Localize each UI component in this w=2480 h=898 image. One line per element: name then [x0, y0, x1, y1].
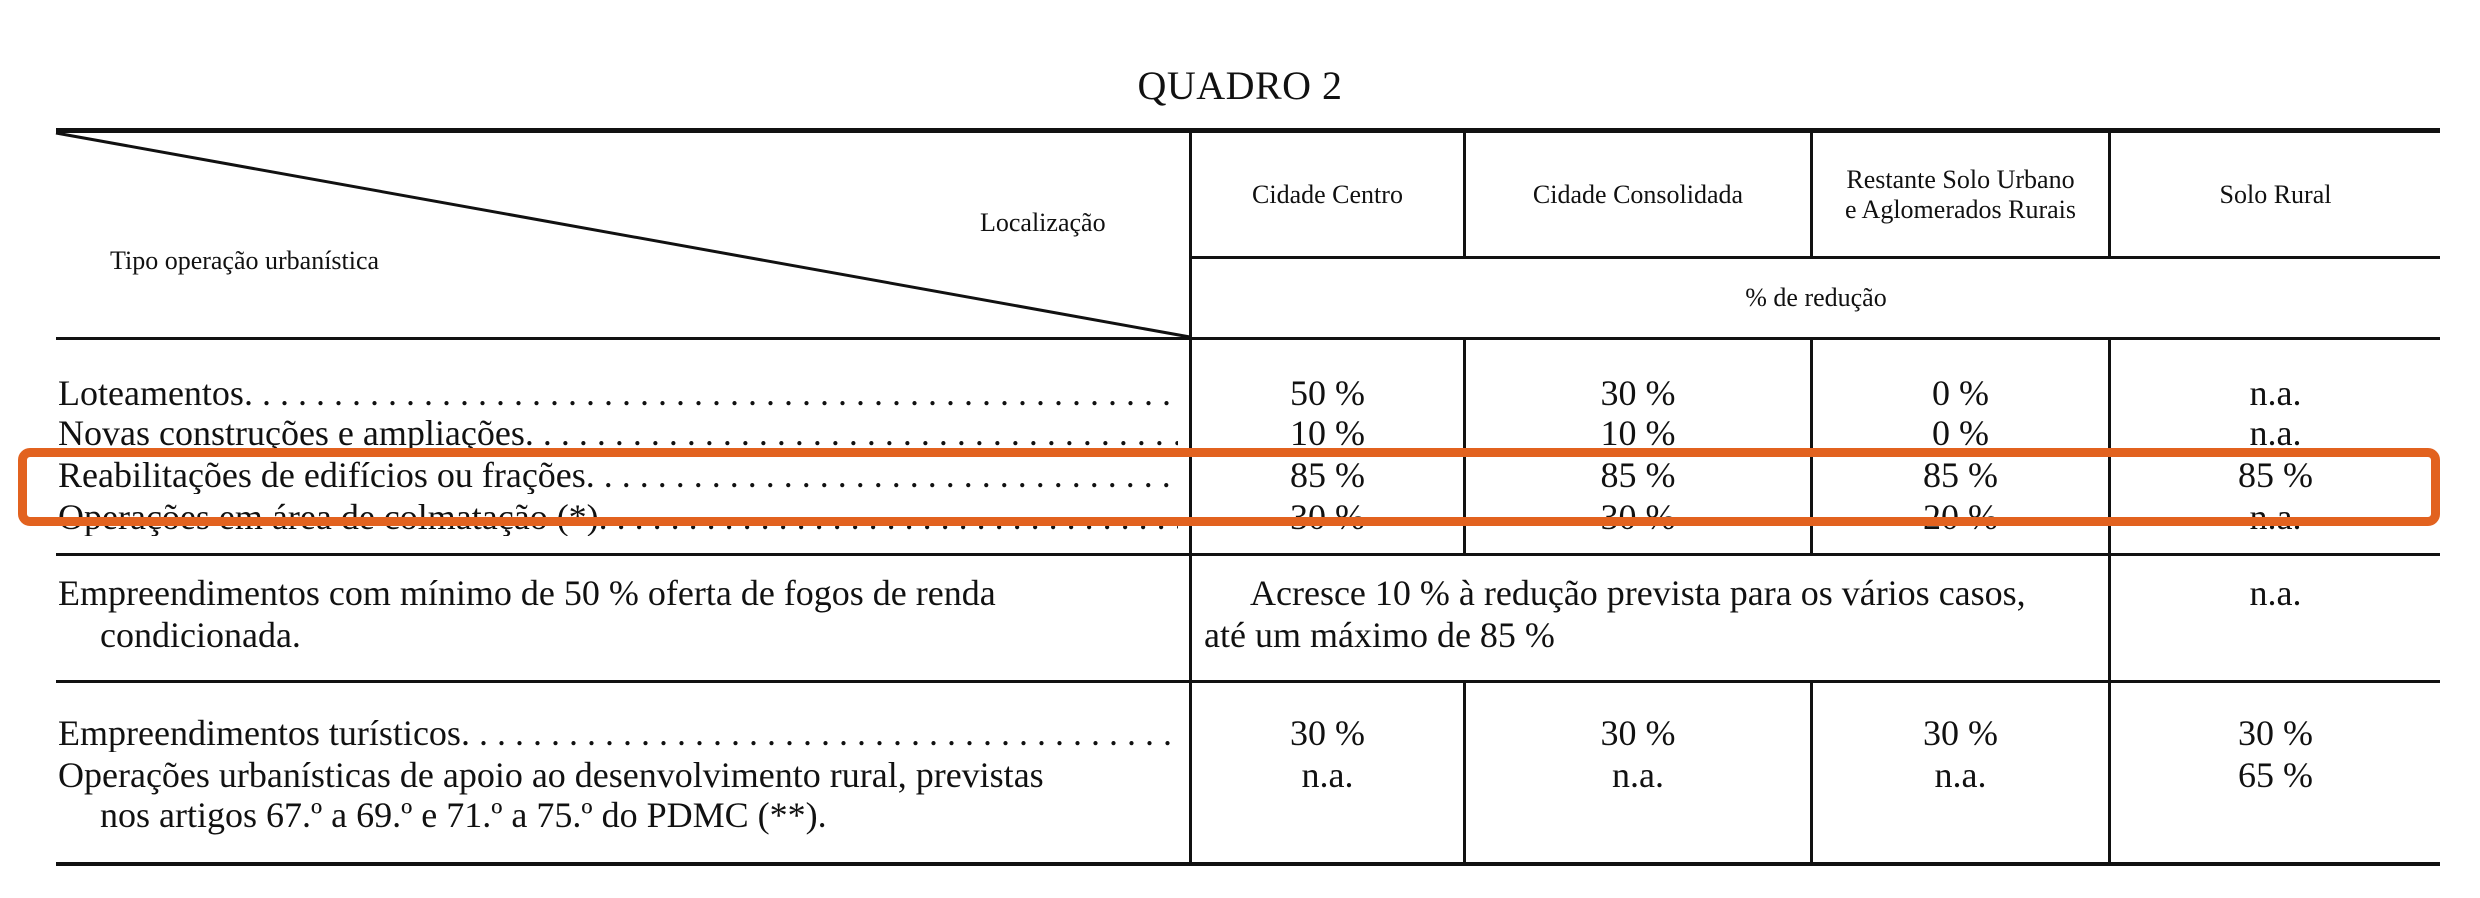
cell-value: 30 % [1290, 713, 1365, 753]
corner-label-location: Localização [980, 208, 1106, 237]
row-highlight-box [18, 448, 2440, 526]
table-top-rule [56, 128, 2440, 133]
row-label-loteamentos: Loteamentos. . . . . . . . . . . . . . .… [58, 374, 1178, 412]
table-bottom-rule [56, 862, 2440, 866]
col-header-solo-rural: Solo Rural [2219, 179, 2332, 209]
col-divider-4 [2108, 130, 2111, 259]
merged-cell-line2: até um máximo de 85 % [1204, 615, 1555, 655]
table-title: QUADRO 2 [1137, 63, 1343, 108]
header-divider [1190, 256, 2440, 259]
col-divider-3b [1810, 338, 1813, 555]
col-divider-1 [1189, 130, 1192, 864]
cell-value: n.a. [2249, 413, 2302, 453]
merged-cell-line1: Acresce 10 % à redução prevista para os … [1250, 573, 2026, 613]
cell-value: 30 % [1600, 373, 1676, 413]
row-label-novas-construcoes: Novas construções e ampliações. . . . . … [58, 414, 1178, 452]
cell-value: 85 % [1290, 455, 1365, 495]
header-bottom-rule [56, 337, 2440, 340]
cell-value: 50 % [1290, 373, 1365, 413]
cell-value: n.a. [1934, 755, 1987, 795]
col-divider-3 [1810, 130, 1813, 259]
cell-value: 0 % [1932, 413, 1989, 453]
row-label-renda-condicionada-line1: Empreendimentos com mínimo de 50 % ofert… [58, 573, 996, 613]
cell-value: 65 % [2238, 755, 2313, 795]
group1-bottom-rule [56, 553, 2440, 556]
cell-value: 10 % [1290, 413, 1365, 453]
row-label-renda-condicionada-line2: condicionada. [100, 615, 301, 655]
cell-value: 85 % [1600, 455, 1676, 495]
subheader-reduction: % de redução [1745, 283, 1887, 312]
cell-value: n.a. [1612, 755, 1664, 795]
row-label-operacoes-rurais-line1: Operações urbanísticas de apoio ao desen… [58, 755, 1044, 795]
col-divider-2c [1463, 681, 1466, 864]
row-label-empreendimentos-turisticos: Empreendimentos turísticos. . . . . . . … [58, 714, 1178, 752]
col-header-restante-solo-urbano: Restante Solo Urbano e Aglomerados Rurai… [1844, 164, 2077, 224]
cell-value: 30 % [2238, 713, 2313, 753]
cell-value: 85 % [1923, 455, 1998, 495]
cell-value: 85 % [2238, 455, 2313, 495]
col-divider-4b [2108, 338, 2111, 864]
row-label-operacoes-rurais-line2: nos artigos 67.º a 69.º e 71.º a 75.º do… [100, 795, 827, 835]
cell-value: n.a. [2249, 373, 2302, 413]
cell-value: 30 % [1923, 713, 1998, 753]
group2-bottom-rule [56, 680, 2440, 683]
corner-label-operation-type: Tipo operação urbanística [110, 246, 380, 275]
cell-value: 10 % [1600, 413, 1676, 453]
cell-value: n.a. [2249, 573, 2302, 613]
col-divider-2b [1463, 338, 1466, 555]
cell-value: 30 % [1600, 713, 1676, 753]
cell-value: 0 % [1932, 373, 1989, 413]
col-divider-2 [1463, 130, 1466, 259]
col-header-cidade-centro: Cidade Centro [1252, 179, 1403, 209]
col-header-cidade-consolidada: Cidade Consolidada [1532, 179, 1744, 209]
cell-value: n.a. [1301, 755, 1354, 795]
col-divider-3c [1810, 681, 1813, 864]
row-label-reabilitacoes: Reabilitações de edifícios ou frações. .… [58, 456, 1178, 494]
